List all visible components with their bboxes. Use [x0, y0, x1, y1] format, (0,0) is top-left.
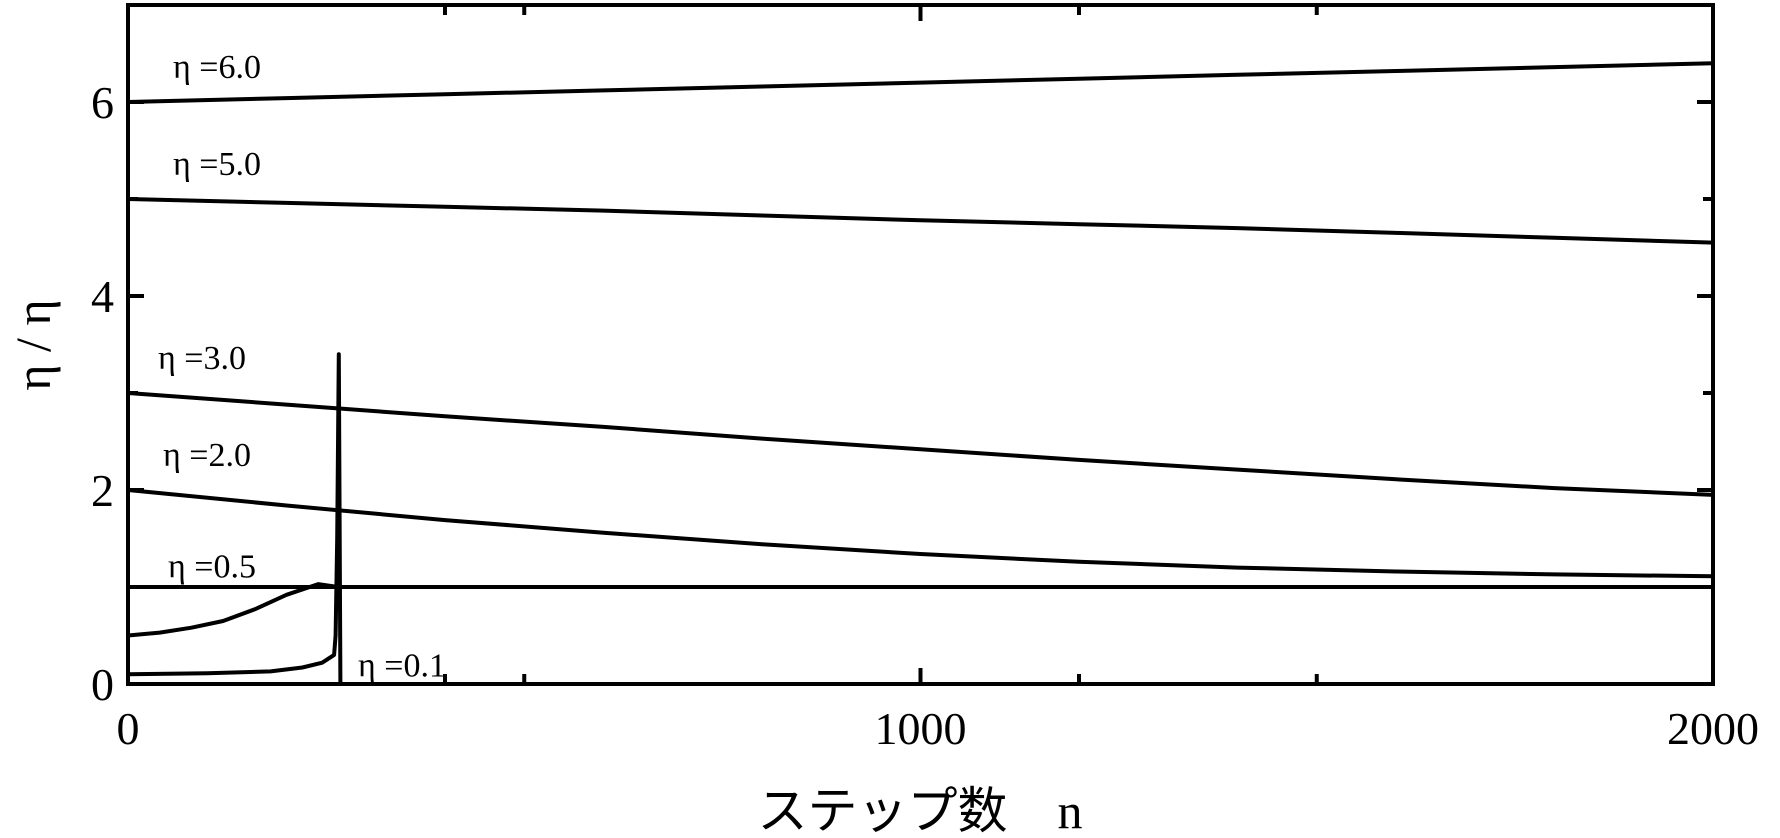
x-tick-label-2: 2000 [1667, 703, 1759, 754]
series-label-0: η =6.0 [173, 49, 261, 86]
x-tick-label-1: 1000 [875, 703, 967, 754]
x-tick-label-0: 0 [117, 703, 140, 754]
plot-frame [126, 3, 1715, 686]
y-axis-label: η / η [5, 299, 61, 390]
series-line-1 [127, 197, 1714, 245]
y-tick-label-3: 6 [91, 77, 114, 128]
series-line-3 [127, 488, 1714, 579]
series-line-2 [127, 391, 1714, 497]
series-label-layer: η =6.0 η =5.0 η =3.0 η =2.0 η =0.5 η =0.1 [158, 49, 446, 684]
y-tick-label-0: 0 [91, 659, 114, 710]
y-tick-label-2: 4 [91, 271, 114, 322]
series-line-0 [127, 61, 1714, 104]
tick-layer [126, 5, 1715, 686]
tick-label-layer: 0 1000 2000 0 2 4 6 [91, 77, 1759, 754]
series-line-5 [127, 352, 343, 685]
series-line-4 [127, 582, 1713, 638]
series-label-3: η =2.0 [163, 437, 251, 474]
y-tick-label-1: 2 [91, 465, 114, 516]
series-label-2: η =3.0 [158, 340, 246, 377]
x-axis-label: ステップ数 n [758, 783, 1083, 838]
series-label-4: η =0.5 [168, 549, 256, 586]
series-label-1: η =5.0 [173, 146, 261, 183]
series-label-5: η =0.1 [358, 647, 446, 684]
series-layer [127, 61, 1714, 685]
